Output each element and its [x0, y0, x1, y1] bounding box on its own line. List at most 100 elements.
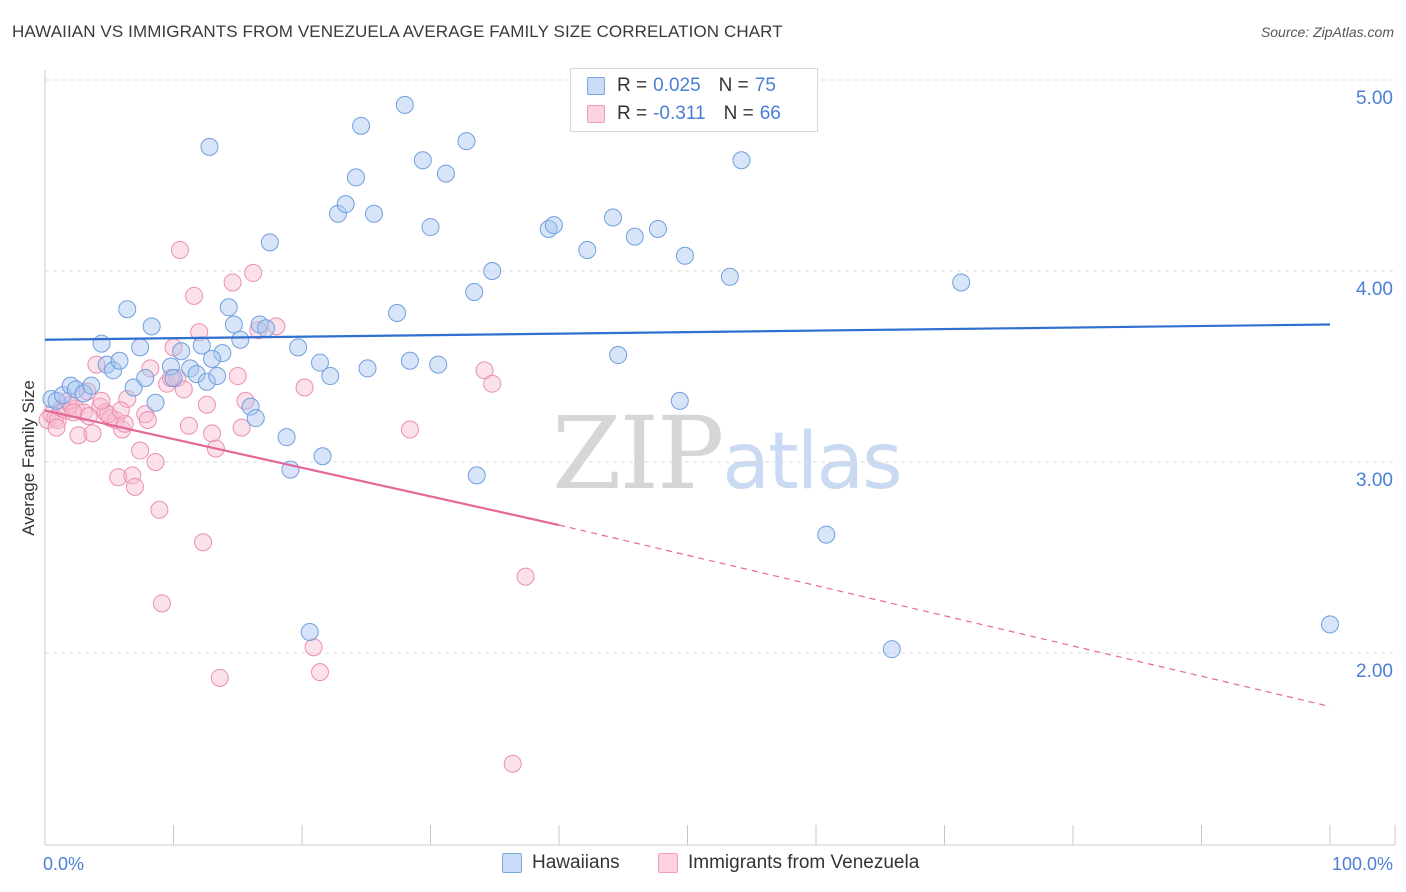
chart-title: HAWAIIAN VS IMMIGRANTS FROM VENEZUELA AV… — [12, 22, 783, 41]
point-venezuela — [123, 466, 142, 485]
point-hawaiians — [421, 218, 440, 237]
y-tick-label: 3.00 — [1356, 470, 1393, 491]
point-hawaiians — [578, 240, 597, 259]
source-note: Source: ZipAtlas.com — [1260, 24, 1394, 40]
point-venezuela — [228, 367, 247, 386]
point-hawaiians — [74, 384, 93, 403]
point-venezuela — [190, 323, 209, 342]
point-hawaiians — [388, 304, 407, 323]
legend-r-value: -0.311 — [653, 103, 706, 124]
y-tick-label: 5.00 — [1356, 88, 1393, 109]
point-venezuela — [475, 361, 494, 380]
point-hawaiians — [364, 204, 383, 223]
point-venezuela — [109, 468, 128, 487]
point-hawaiians — [241, 397, 260, 416]
point-hawaiians — [436, 164, 455, 183]
point-hawaiians — [544, 216, 563, 235]
point-hawaiians — [260, 233, 279, 252]
point-hawaiians — [146, 393, 165, 412]
point-hawaiians — [197, 372, 216, 391]
legend-r-value: 0.025 — [653, 75, 701, 96]
point-hawaiians — [720, 267, 739, 286]
legend-swatch-venezuela — [587, 105, 605, 123]
y-tick-label: 2.00 — [1356, 661, 1393, 682]
legend-n-value: 75 — [754, 75, 776, 96]
point-venezuela — [83, 424, 102, 443]
point-hawaiians — [352, 116, 371, 135]
point-venezuela — [223, 273, 242, 292]
point-venezuela — [197, 395, 216, 414]
point-hawaiians — [346, 168, 365, 187]
point-venezuela — [244, 263, 263, 282]
trend-line-venezuela — [44, 409, 560, 527]
point-hawaiians — [142, 317, 161, 336]
point-hawaiians — [395, 95, 414, 114]
point-venezuela — [236, 391, 255, 410]
point-hawaiians — [124, 378, 143, 397]
point-venezuela — [48, 410, 67, 429]
point-venezuela — [91, 397, 110, 416]
point-venezuela — [483, 374, 502, 393]
point-venezuela — [179, 416, 198, 435]
point-venezuela — [249, 321, 268, 340]
point-venezuela — [138, 410, 157, 429]
y-tick-label: 4.00 — [1356, 279, 1393, 300]
point-hawaiians — [336, 195, 355, 214]
point-venezuela — [516, 567, 535, 586]
point-venezuela — [131, 441, 150, 460]
point-hawaiians — [172, 342, 191, 361]
point-hawaiians — [92, 334, 111, 353]
point-hawaiians — [400, 351, 419, 370]
point-venezuela — [185, 286, 204, 305]
point-venezuela — [87, 355, 106, 374]
point-hawaiians — [257, 319, 276, 338]
point-venezuela — [232, 418, 251, 437]
point-hawaiians — [817, 525, 836, 544]
point-venezuela — [174, 380, 193, 399]
legend-n-label: N = — [723, 103, 754, 124]
point-hawaiians — [413, 151, 432, 170]
point-venezuela — [295, 378, 314, 397]
point-venezuela — [304, 638, 323, 657]
point-hawaiians — [118, 300, 137, 319]
point-hawaiians — [321, 367, 340, 386]
legend-r-label: R = — [617, 103, 648, 124]
point-hawaiians — [131, 338, 150, 357]
y-axis-label: Average Family Size — [19, 380, 38, 536]
point-hawaiians — [313, 447, 332, 466]
point-hawaiians — [675, 246, 694, 265]
point-hawaiians — [82, 376, 101, 395]
bottom-legend-venezuela[interactable]: Immigrants from Venezuela — [658, 852, 919, 874]
point-hawaiians — [467, 466, 486, 485]
point-hawaiians — [609, 346, 628, 365]
point-hawaiians — [203, 349, 222, 368]
point-venezuela — [47, 418, 66, 437]
point-hawaiians — [164, 368, 183, 387]
point-hawaiians — [952, 273, 971, 292]
point-hawaiians — [465, 283, 484, 302]
point-hawaiians — [110, 351, 129, 370]
point-hawaiians — [104, 361, 123, 380]
point-venezuela — [96, 403, 115, 422]
point-venezuela — [152, 594, 171, 613]
point-hawaiians — [161, 357, 180, 376]
point-venezuela — [150, 500, 169, 519]
point-hawaiians — [208, 367, 227, 386]
bottom-legend-swatch-hawaiians — [502, 853, 522, 873]
legend-swatch-hawaiians — [587, 77, 605, 95]
point-hawaiians — [603, 208, 622, 227]
point-hawaiians — [277, 428, 296, 447]
bottom-legend-hawaiians[interactable]: Hawaiians — [502, 852, 620, 874]
point-hawaiians — [310, 353, 329, 372]
point-venezuela — [146, 453, 165, 471]
point-hawaiians — [625, 227, 644, 246]
point-hawaiians — [200, 137, 219, 156]
point-venezuela — [141, 359, 160, 378]
point-hawaiians — [289, 338, 308, 357]
point-venezuela — [168, 368, 187, 387]
point-hawaiians — [1321, 615, 1339, 634]
point-venezuela — [203, 424, 222, 443]
point-hawaiians — [328, 204, 347, 223]
point-hawaiians — [358, 359, 377, 378]
